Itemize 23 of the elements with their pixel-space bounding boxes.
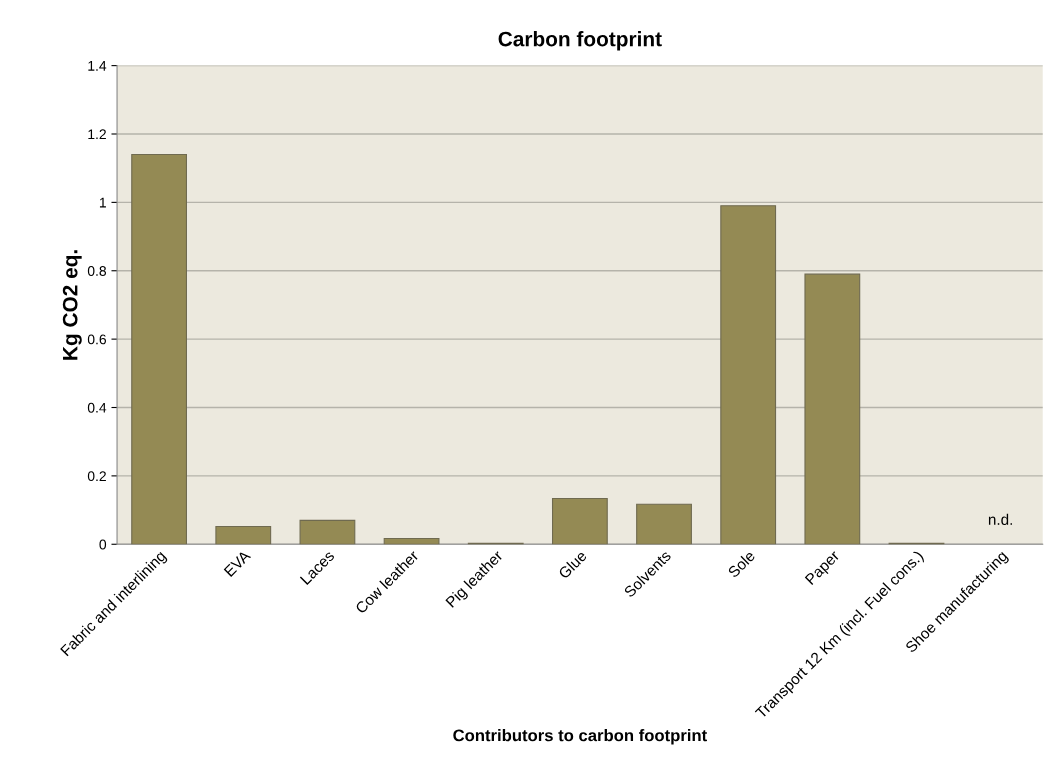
x-axis-title: Contributors to carbon footprint xyxy=(453,729,707,745)
x-tick-label: Glue xyxy=(557,549,588,580)
x-tick-label: Sole xyxy=(727,549,756,579)
y-tick-label: 0.2 xyxy=(87,471,106,482)
bar xyxy=(383,537,440,545)
y-tick-label: 1.4 xyxy=(88,61,107,71)
bar xyxy=(215,525,272,545)
bar xyxy=(804,273,861,545)
y-tick-label: 1.2 xyxy=(88,129,106,140)
bar xyxy=(299,519,356,545)
y-axis-title: Kg CO2 eq. xyxy=(62,250,82,360)
chart-title: Carbon footprint xyxy=(498,31,662,51)
bar xyxy=(131,153,188,545)
y-tick-label: 1 xyxy=(99,197,106,208)
annotation: n.d. xyxy=(988,513,1012,525)
y-tick-label: 0.6 xyxy=(87,334,107,345)
bar xyxy=(636,503,692,545)
x-tick-label: EVA xyxy=(223,549,252,577)
y-tick-label: 0 xyxy=(99,539,107,550)
y-tick-label: 0.4 xyxy=(87,402,107,413)
bar xyxy=(720,205,777,545)
y-tick-label: 0.8 xyxy=(87,266,107,276)
bar xyxy=(551,497,608,545)
